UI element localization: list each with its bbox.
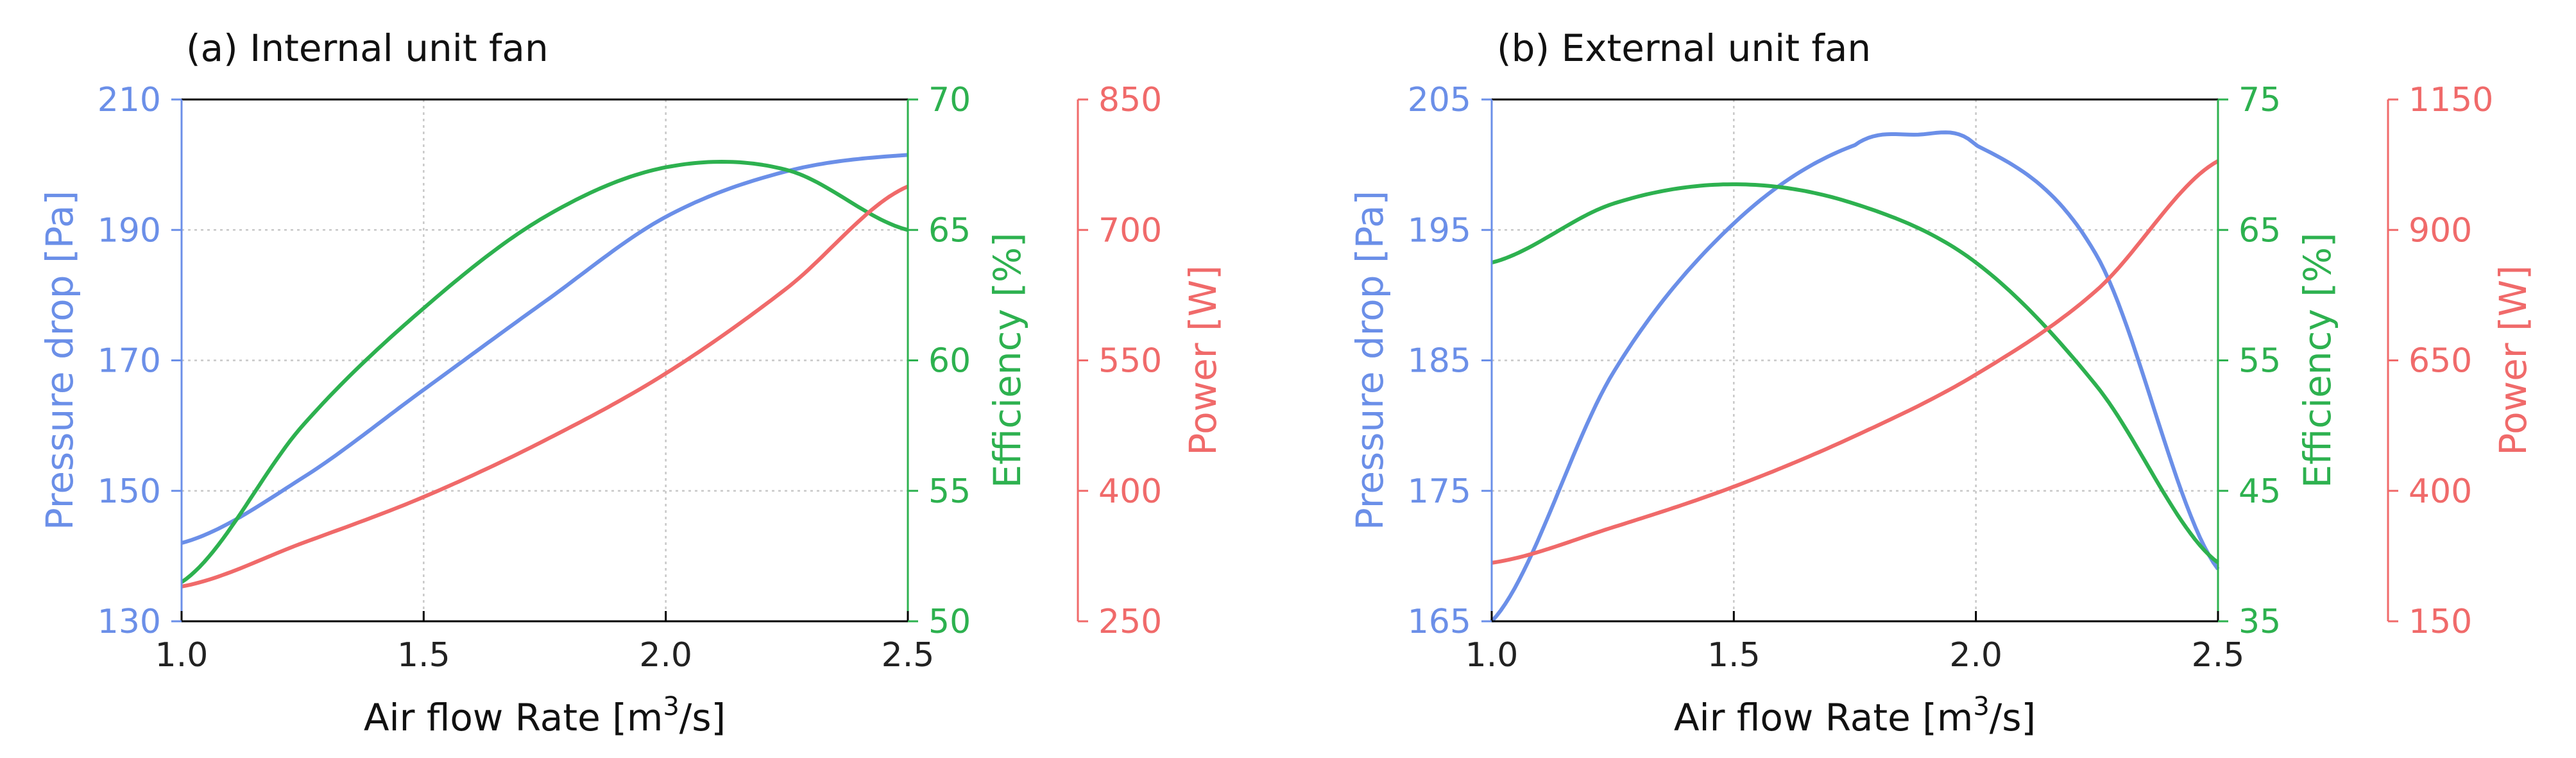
- efficiency-tick-label: 55: [928, 472, 971, 511]
- x-axis-label-main: Air flow Rate [m: [364, 696, 663, 739]
- x-axis-label-superscript: 3: [1973, 692, 1989, 721]
- x-axis-label-superscript: 3: [663, 692, 679, 721]
- x-tick-label: 1.5: [397, 636, 450, 675]
- power-tick-label: 700: [1098, 211, 1162, 250]
- pressure-tick-label: 165: [1408, 603, 1471, 641]
- power-series-line: [1491, 159, 2219, 565]
- pressure-tick-label: 210: [98, 81, 161, 119]
- pressure-series-line: [1490, 130, 2220, 623]
- pressure-tick-label: 130: [98, 603, 161, 641]
- x-axis-label-tail: /s]: [679, 696, 726, 739]
- pressure-tick-label: 150: [98, 472, 161, 511]
- power-tick-label: 900: [2409, 211, 2472, 250]
- efficiency-tick-label: 60: [928, 342, 971, 381]
- power-axis-label: Power [W]: [2491, 265, 2535, 455]
- power-tick-label: 850: [1098, 81, 1162, 119]
- pressure-tick-label: 205: [1408, 81, 1471, 119]
- chart-panel-a: 1.0 1.5 2.0 2.5 130 150 170 190 210 50 55 60 65 70 250…: [38, 26, 1225, 739]
- efficiency-tick-label: 55: [2239, 342, 2281, 381]
- x-axis-label-main: Air flow Rate [m: [1674, 696, 1974, 739]
- efficiency-axis-label: Efficiency [%]: [985, 232, 1029, 488]
- efficiency-tick-label: 65: [928, 211, 971, 250]
- x-axis-label: Air flow Rate [m3/s]: [1674, 692, 2036, 739]
- x-tick-label: 2.0: [639, 636, 692, 675]
- power-tick-label: 650: [2409, 342, 2472, 381]
- pressure-tick-label: 175: [1408, 472, 1471, 511]
- power-tick-label: 400: [2409, 472, 2472, 511]
- x-tick-label: 2.5: [882, 636, 935, 675]
- efficiency-tick-label: 70: [928, 81, 971, 119]
- efficiency-series-line: [1491, 182, 2219, 564]
- pressure-tick-label: 185: [1408, 342, 1471, 381]
- x-tick-label: 1.0: [155, 636, 209, 675]
- pressure-axis-label: Pressure drop [Pa]: [38, 191, 81, 530]
- pressure-tick-label: 170: [98, 342, 161, 381]
- efficiency-tick-label: 65: [2239, 211, 2281, 250]
- pressure-series-line: [181, 153, 908, 545]
- efficiency-tick-label: 35: [2239, 603, 2281, 641]
- power-tick-label: 250: [1098, 603, 1162, 641]
- power-tick-label: 1150: [2409, 81, 2493, 119]
- power-series-line: [181, 184, 909, 589]
- pressure-tick-label: 195: [1408, 211, 1471, 250]
- chart-panel-b: 1.0 1.5 2.0 2.5 165 175 185 195 205 35 45 55 65 75 150…: [1348, 26, 2535, 739]
- x-tick-label: 2.0: [1949, 636, 2002, 675]
- chart-title: (a) Internal unit fan: [186, 26, 549, 70]
- efficiency-tick-label: 75: [2239, 81, 2281, 119]
- power-axis-label: Power [W]: [1181, 265, 1225, 455]
- x-tick-label: 1.0: [1465, 636, 1519, 675]
- x-tick-label: 1.5: [1707, 636, 1761, 675]
- chart-title: (b) External unit fan: [1497, 26, 1871, 70]
- x-tick-label: 2.5: [2192, 636, 2245, 675]
- pressure-tick-label: 190: [98, 211, 161, 250]
- power-tick-label: 400: [1098, 472, 1162, 511]
- power-tick-label: 150: [2409, 603, 2472, 641]
- efficiency-series-line: [180, 160, 908, 584]
- x-axis-label: Air flow Rate [m3/s]: [364, 692, 726, 739]
- efficiency-tick-label: 50: [928, 603, 971, 641]
- pressure-axis-label: Pressure drop [Pa]: [1348, 191, 1392, 530]
- power-tick-label: 550: [1098, 342, 1162, 381]
- efficiency-tick-label: 45: [2239, 472, 2281, 511]
- efficiency-axis-label: Efficiency [%]: [2296, 232, 2339, 488]
- x-axis-label-tail: /s]: [1990, 696, 2036, 739]
